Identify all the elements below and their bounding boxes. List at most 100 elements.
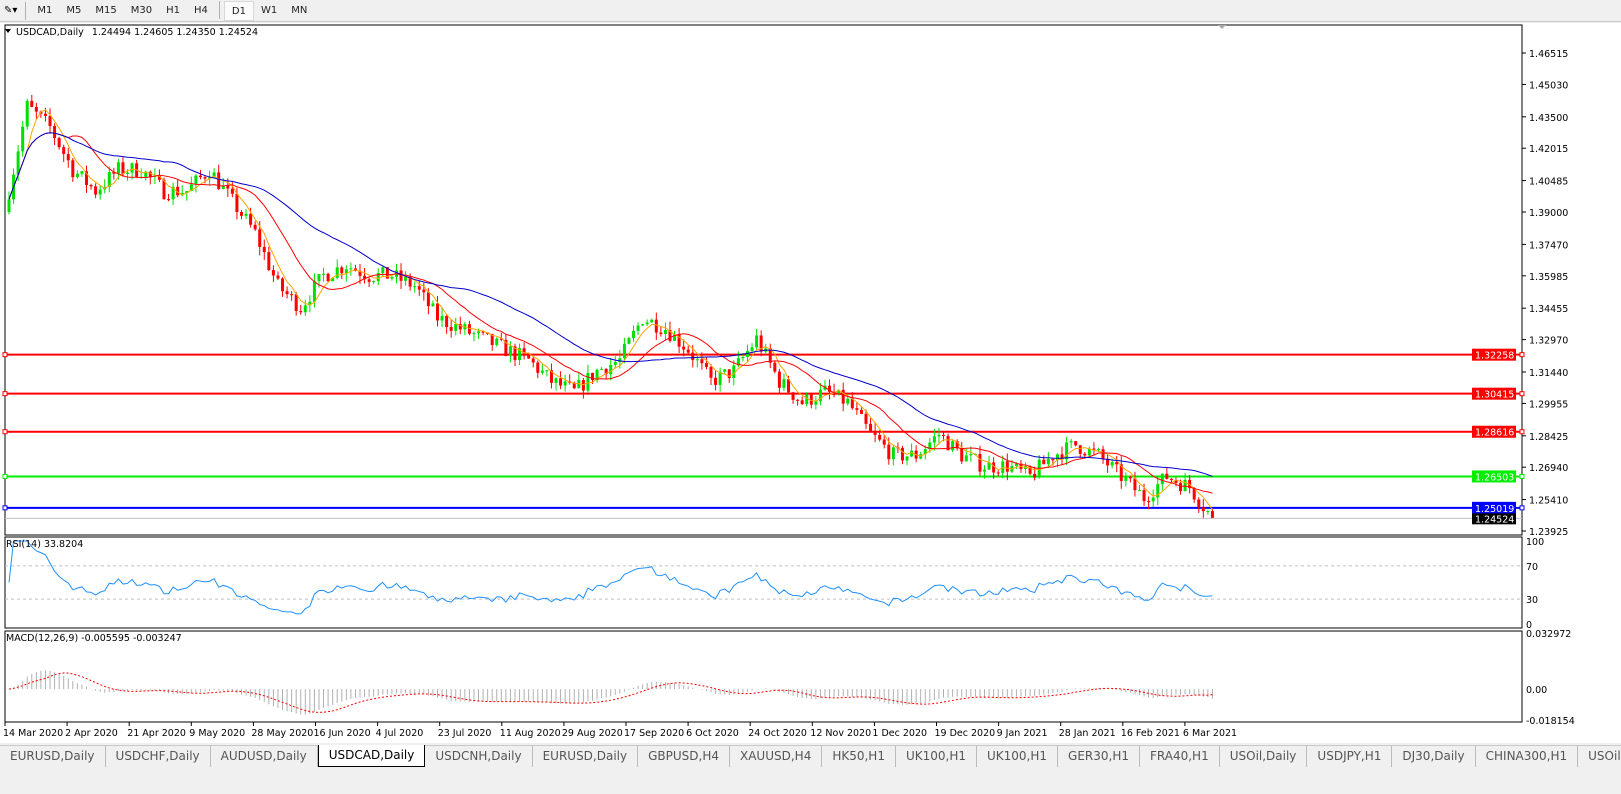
timeframe-w1[interactable]: W1 [260,4,278,16]
candle-body [841,389,845,404]
line-handle[interactable] [2,429,8,435]
candle-body [1042,459,1046,465]
candle-body [1119,464,1123,481]
line-handle[interactable] [1519,473,1525,479]
candle-body [663,330,667,334]
candle-body [167,199,171,201]
candle-body [404,276,408,281]
timeframe-d1[interactable]: D1 [223,0,254,21]
line-handle[interactable] [2,391,8,397]
candle-body [98,189,102,195]
candle-body [992,462,996,473]
candle-body [1060,454,1064,460]
line-handle[interactable] [2,505,8,511]
candle-body [964,455,968,462]
panel-border [4,24,1523,536]
timeframe-m1[interactable]: M1 [37,4,53,16]
candle-body [850,398,854,409]
candle-body [983,469,987,472]
chart-tab[interactable]: UK100,H1 [977,746,1059,767]
chart-tab[interactable]: USDJPY,H1 [1307,746,1393,767]
candle-body [322,273,326,275]
candle-body [891,447,895,460]
timeframe-h1[interactable]: H1 [166,4,181,16]
candle-body [700,359,704,364]
date-tick-label: 29 Aug 2020 [562,728,623,739]
candle-body [317,274,321,282]
timeframe-m30[interactable]: M30 [130,4,153,16]
timeframe-h4[interactable]: H4 [194,4,208,16]
candle-body [30,100,34,107]
panel-border [4,630,1523,723]
candle-body [1101,449,1105,459]
candle-body [818,389,822,402]
price-tick-label: 1.32970 [1529,336,1568,347]
chart-tab[interactable]: USOil,Daily [1220,746,1308,767]
candle-body [1014,463,1018,467]
chart-frame [4,24,1523,723]
chart-window[interactable]: 100 70 30 0 0.032972 0.00 -0.018154 1.46515 1.… [0,23,1621,743]
candle-body [148,171,152,177]
timeframe-mn[interactable]: MN [291,4,308,16]
chart-tab[interactable]: GER30,H1 [1058,746,1140,767]
candle-body [782,379,786,388]
candle-body [869,423,873,431]
candle-body [545,370,549,372]
chart-tab[interactable]: FRA40,H1 [1140,746,1220,767]
line-handle[interactable] [2,352,8,358]
chart-tab[interactable]: AUDUSD,Daily [211,746,318,767]
chart-tab[interactable]: USDCNH,Daily [425,746,533,767]
line-handle[interactable] [1519,352,1525,358]
price-label-bg [1472,348,1516,361]
macd-tick-label: 0.00 [1526,685,1547,696]
line-handle[interactable] [2,473,8,479]
candle-body [1169,478,1173,481]
chart-tab[interactable]: CHINA300,H1 [1476,746,1579,767]
chart-shift-marker-icon[interactable] [1218,25,1226,29]
price-label: 1.25019 [1475,504,1514,515]
chart-tab[interactable]: EURUSD,Daily [533,746,639,767]
candle-body [43,113,47,116]
candle-body [791,392,795,400]
candle-body [800,400,804,405]
chart-tab[interactable]: XAUUSD,H4 [730,746,823,767]
date-tick-label: 17 Sep 2020 [624,728,684,739]
candle-body [540,370,544,373]
candle-body [878,434,882,440]
line-handle[interactable] [1519,505,1525,511]
chart-tab[interactable]: DJ30,Daily [1392,746,1476,767]
candle-body [1078,445,1082,454]
line-handle[interactable] [1519,429,1525,435]
candle-body [381,267,385,274]
line-handle[interactable] [1519,391,1525,397]
panel-border [4,536,1523,629]
candle-body [312,281,316,302]
date-tick-label: 14 Mar 2020 [3,728,63,739]
candle-body [777,371,781,388]
candle-body [185,191,189,193]
chart-tab[interactable]: UK100,H1 [896,746,977,767]
chart-tab[interactable]: USDCHF,Daily [106,746,211,767]
rsi-tick-label: 30 [1526,595,1538,606]
candle-body [673,334,677,341]
candle-body [144,171,148,177]
candle-body [504,339,508,357]
chart-tab[interactable]: EURUSD,Daily [0,746,106,767]
timeframe-m5[interactable]: M5 [66,4,82,16]
candle-body [458,323,462,330]
chart-tab[interactable]: HK50,H1 [822,746,896,767]
candle-body [773,362,777,372]
candle-body [363,275,367,280]
date-tick-label: 2 Apr 2020 [65,728,118,739]
timeframe-m15[interactable]: M15 [95,4,117,16]
chart-tab[interactable]: USOil, [1578,746,1621,767]
price-tick-label: 1.25410 [1529,496,1568,507]
candle-body [572,382,576,389]
chart-tab[interactable]: GBPUSD,H4 [638,746,730,767]
candle-body [1065,442,1069,460]
draw-tool-icon[interactable]: ✎▾ [4,5,18,16]
candle-body [89,185,93,187]
collapse-triangle-icon[interactable] [5,29,11,33]
chart-tab[interactable]: USDCAD,Daily [317,745,426,767]
candle-body [445,315,449,328]
